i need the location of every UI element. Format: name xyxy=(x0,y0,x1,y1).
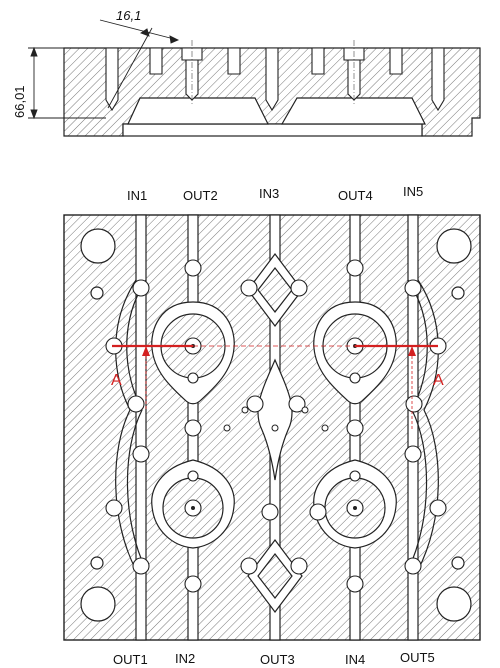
port-label-out1: OUT1 xyxy=(113,652,148,667)
port-label-out3: OUT3 xyxy=(260,652,295,667)
port-label-out2: OUT2 xyxy=(183,188,218,203)
port-label-in2: IN2 xyxy=(175,651,195,666)
port-label-in4: IN4 xyxy=(345,652,365,667)
section-line-a xyxy=(112,344,438,430)
section-view: 66,01 16,1 xyxy=(12,8,481,137)
section-drill-holes xyxy=(105,47,445,112)
height-dimension-label: 66,01 xyxy=(12,85,27,118)
top-port-labels: IN1 OUT2 IN3 OUT4 IN5 xyxy=(127,184,423,203)
section-cavity-right xyxy=(280,97,426,125)
plan-corner-holes xyxy=(80,228,472,622)
section-label-right: A xyxy=(433,372,444,389)
angle-dimension-label: 16,1 xyxy=(116,8,141,23)
port-label-out5: OUT5 xyxy=(400,650,435,665)
height-dimension xyxy=(28,46,106,120)
bottom-port-labels: OUT1 IN2 OUT3 IN4 OUT5 xyxy=(113,650,435,667)
section-label-left: A xyxy=(111,372,122,389)
plan-diamonds xyxy=(247,253,303,613)
section-bottom-plate xyxy=(122,123,423,137)
angle-dimension xyxy=(99,19,180,109)
port-label-in1: IN1 xyxy=(127,188,147,203)
plan-small-holes xyxy=(223,406,329,432)
port-label-in5: IN5 xyxy=(403,184,423,199)
port-label-out4: OUT4 xyxy=(338,188,373,203)
section-cavity-left xyxy=(127,97,269,125)
port-label-in3: IN3 xyxy=(259,186,279,201)
plan-view: A A xyxy=(63,214,481,641)
